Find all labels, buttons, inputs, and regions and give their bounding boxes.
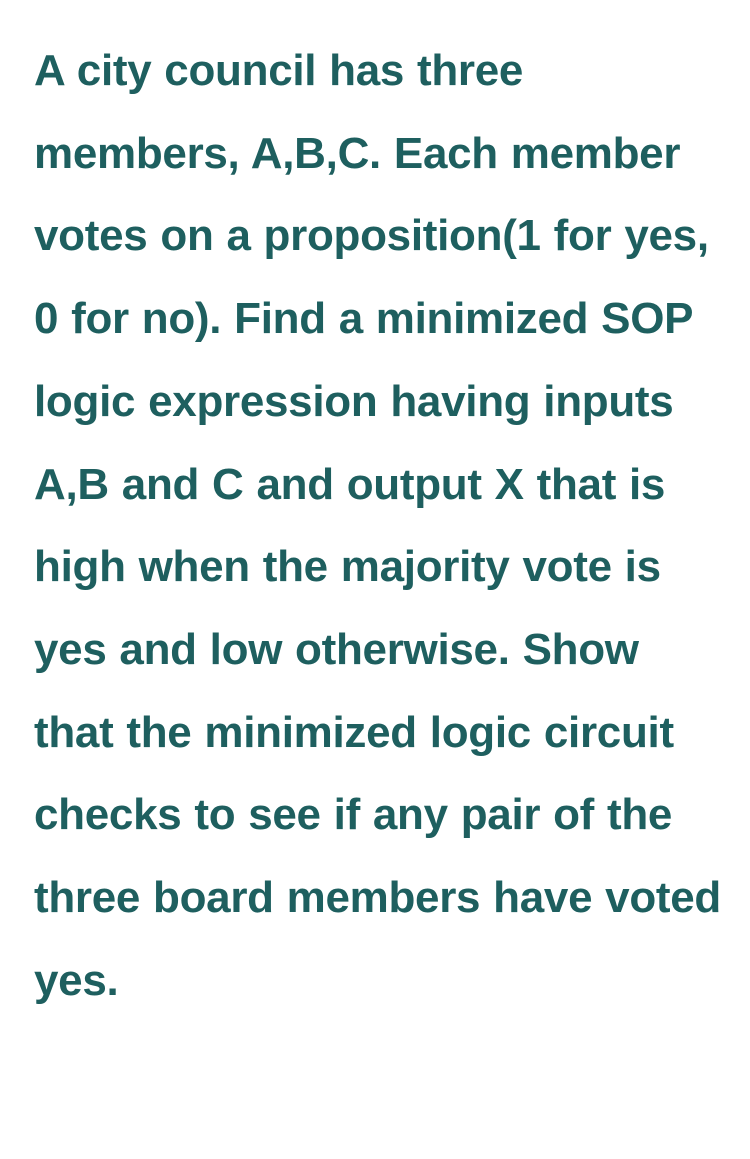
question-text: A city council has three members, A,B,C.…: [34, 30, 722, 1023]
